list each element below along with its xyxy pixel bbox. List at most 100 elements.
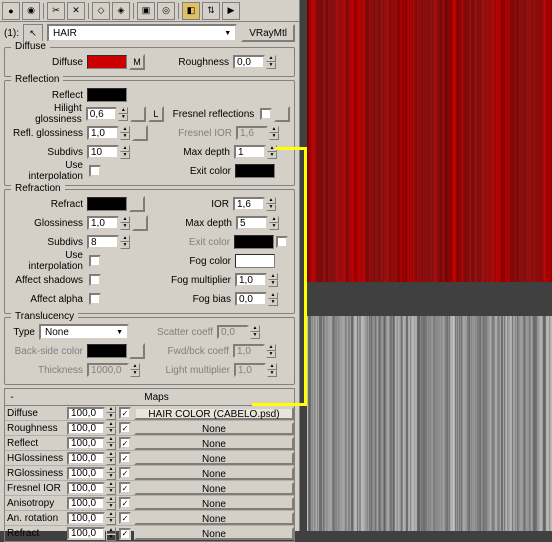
- map-slot-button[interactable]: None: [134, 482, 294, 495]
- map-amount-spin-buttons[interactable]: ▲▼: [106, 511, 116, 525]
- refract-map-button[interactable]: [129, 196, 145, 212]
- tb-go-icon[interactable]: ▶: [222, 2, 240, 20]
- map-amount-spinner[interactable]: 100,0: [67, 422, 105, 435]
- refr-exitcolor-checkbox[interactable]: [276, 236, 288, 248]
- map-amount-spinner[interactable]: 100,0: [67, 512, 105, 525]
- lightmult-spinner[interactable]: 1,0: [234, 363, 266, 377]
- map-amount-spin-buttons[interactable]: ▲▼: [106, 436, 116, 450]
- map-on-checkbox[interactable]: ✓: [119, 467, 131, 479]
- fog-mult-spin-buttons[interactable]: ▲▼: [268, 273, 278, 287]
- refl-exitcolor-swatch[interactable]: [235, 164, 275, 178]
- backside-swatch[interactable]: [87, 344, 127, 358]
- refr-subdivs-spin-buttons[interactable]: ▲▼: [120, 235, 130, 249]
- refr-ior-spin-buttons[interactable]: ▲▼: [266, 197, 276, 211]
- tb-options-icon[interactable]: ⇅: [202, 2, 220, 20]
- refr-gloss-spinner[interactable]: 1,0: [87, 216, 119, 230]
- fresnel-refl-checkbox[interactable]: [260, 108, 272, 120]
- tb-cube-icon[interactable]: ◧: [182, 2, 200, 20]
- map-slot-button[interactable]: None: [134, 497, 294, 510]
- map-on-checkbox[interactable]: ✓: [119, 528, 131, 540]
- picker-icon[interactable]: ↖: [23, 24, 43, 42]
- map-amount-spin-buttons[interactable]: ▲▼: [106, 406, 116, 420]
- refl-gloss-spinner[interactable]: 1,0: [87, 126, 119, 140]
- tb-assign-icon[interactable]: ◎: [157, 2, 175, 20]
- hilight-gloss-spinner[interactable]: 0,6: [86, 107, 118, 121]
- map-amount-spin-buttons[interactable]: ▲▼: [106, 481, 116, 495]
- diffuse-map-button[interactable]: M: [129, 54, 145, 70]
- refr-gloss-map-button[interactable]: [132, 215, 148, 231]
- map-on-checkbox[interactable]: ✓: [119, 437, 131, 449]
- fwdback-spin-buttons[interactable]: ▲▼: [266, 344, 276, 358]
- fwdback-spinner[interactable]: 1,0: [233, 344, 265, 358]
- map-on-checkbox[interactable]: ✓: [119, 422, 131, 434]
- refr-maxdepth-spin-buttons[interactable]: ▲▼: [269, 216, 279, 230]
- map-amount-spin-buttons[interactable]: ▲▼: [106, 527, 116, 541]
- material-name-dropdown[interactable]: HAIR ▼: [47, 24, 237, 42]
- map-amount-spinner[interactable]: 100,0: [67, 497, 105, 510]
- map-slot-button[interactable]: None: [134, 512, 294, 525]
- map-amount-spinner[interactable]: 100,0: [67, 527, 105, 540]
- refl-gloss-spin-buttons[interactable]: ▲▼: [120, 126, 130, 140]
- refract-color-swatch[interactable]: [87, 197, 127, 211]
- map-on-checkbox[interactable]: ✓: [119, 452, 131, 464]
- tb-sphere2-icon[interactable]: ◉: [22, 2, 40, 20]
- tb-sphere-icon[interactable]: ●: [2, 2, 20, 20]
- tb-x-icon[interactable]: ✕: [67, 2, 85, 20]
- roughness-spinner[interactable]: 0,0: [233, 55, 265, 69]
- hilight-gloss-spin-buttons[interactable]: ▲▼: [118, 107, 128, 121]
- refl-maxdepth-spinner[interactable]: 1: [234, 145, 266, 159]
- refr-useinterp-checkbox[interactable]: [89, 255, 101, 267]
- refl-subdivs-spin-buttons[interactable]: ▲▼: [120, 145, 130, 159]
- refl-subdivs-spinner[interactable]: 10: [87, 145, 119, 159]
- affect-shadows-checkbox[interactable]: [89, 274, 101, 286]
- refr-maxdepth-spinner[interactable]: 5: [236, 216, 268, 230]
- tb-unlink-icon[interactable]: ◈: [112, 2, 130, 20]
- material-type-button[interactable]: VRayMtl: [241, 24, 295, 42]
- fresnel-ior-spin-buttons[interactable]: ▲▼: [269, 126, 279, 140]
- l-button[interactable]: L: [148, 106, 164, 122]
- map-amount-spin-buttons[interactable]: ▲▼: [106, 466, 116, 480]
- tb-put-icon[interactable]: ▣: [137, 2, 155, 20]
- reflect-color-swatch[interactable]: [87, 88, 127, 102]
- refr-subdivs-spinner[interactable]: 8: [87, 235, 119, 249]
- map-slot-button[interactable]: None: [134, 452, 294, 465]
- refl-gloss-map-button[interactable]: [132, 125, 148, 141]
- scatter-spin-buttons[interactable]: ▲▼: [250, 325, 260, 339]
- refr-ior-spinner[interactable]: 1,6: [233, 197, 265, 211]
- map-amount-spinner[interactable]: 100,0: [67, 452, 105, 465]
- map-on-checkbox[interactable]: ✓: [119, 482, 131, 494]
- diffuse-color-swatch[interactable]: [87, 55, 127, 69]
- fresnel-lock-button[interactable]: [274, 106, 290, 122]
- map-slot-button[interactable]: HAIR COLOR (CABELO.psd): [134, 407, 294, 420]
- map-amount-spinner[interactable]: 100,0: [67, 407, 105, 420]
- fog-color-swatch[interactable]: [235, 254, 275, 268]
- affect-alpha-checkbox[interactable]: [89, 293, 101, 305]
- scatter-spinner[interactable]: 0,0: [217, 325, 249, 339]
- map-on-checkbox[interactable]: ✓: [119, 407, 131, 419]
- lightmult-spin-buttons[interactable]: ▲▼: [267, 363, 277, 377]
- refr-gloss-spin-buttons[interactable]: ▲▼: [120, 216, 130, 230]
- backside-map-button[interactable]: [129, 343, 145, 359]
- fog-bias-spin-buttons[interactable]: ▲▼: [268, 292, 278, 306]
- fresnel-ior-spinner[interactable]: 1,6: [236, 126, 268, 140]
- map-amount-spinner[interactable]: 100,0: [67, 437, 105, 450]
- map-slot-button[interactable]: None: [134, 437, 294, 450]
- fog-bias-spinner[interactable]: 0,0: [235, 292, 267, 306]
- hilight-gloss-map-button[interactable]: [130, 106, 146, 122]
- map-amount-spin-buttons[interactable]: ▲▼: [106, 496, 116, 510]
- refr-exitcolor-swatch[interactable]: [234, 235, 274, 249]
- roughness-spin-buttons[interactable]: ▲▼: [266, 55, 276, 69]
- map-slot-button[interactable]: None: [134, 527, 294, 540]
- trans-type-dropdown[interactable]: None▼: [39, 324, 129, 340]
- map-on-checkbox[interactable]: ✓: [119, 497, 131, 509]
- map-amount-spinner[interactable]: 100,0: [67, 482, 105, 495]
- map-amount-spinner[interactable]: 100,0: [67, 467, 105, 480]
- map-amount-spin-buttons[interactable]: ▲▼: [106, 451, 116, 465]
- fog-mult-spinner[interactable]: 1,0: [235, 273, 267, 287]
- refl-useinterp-checkbox[interactable]: [89, 165, 101, 177]
- map-amount-spin-buttons[interactable]: ▲▼: [106, 421, 116, 435]
- map-slot-button[interactable]: None: [134, 467, 294, 480]
- map-slot-button[interactable]: None: [134, 422, 294, 435]
- tb-link-icon[interactable]: ◇: [92, 2, 110, 20]
- tb-delete-icon[interactable]: ✂: [47, 2, 65, 20]
